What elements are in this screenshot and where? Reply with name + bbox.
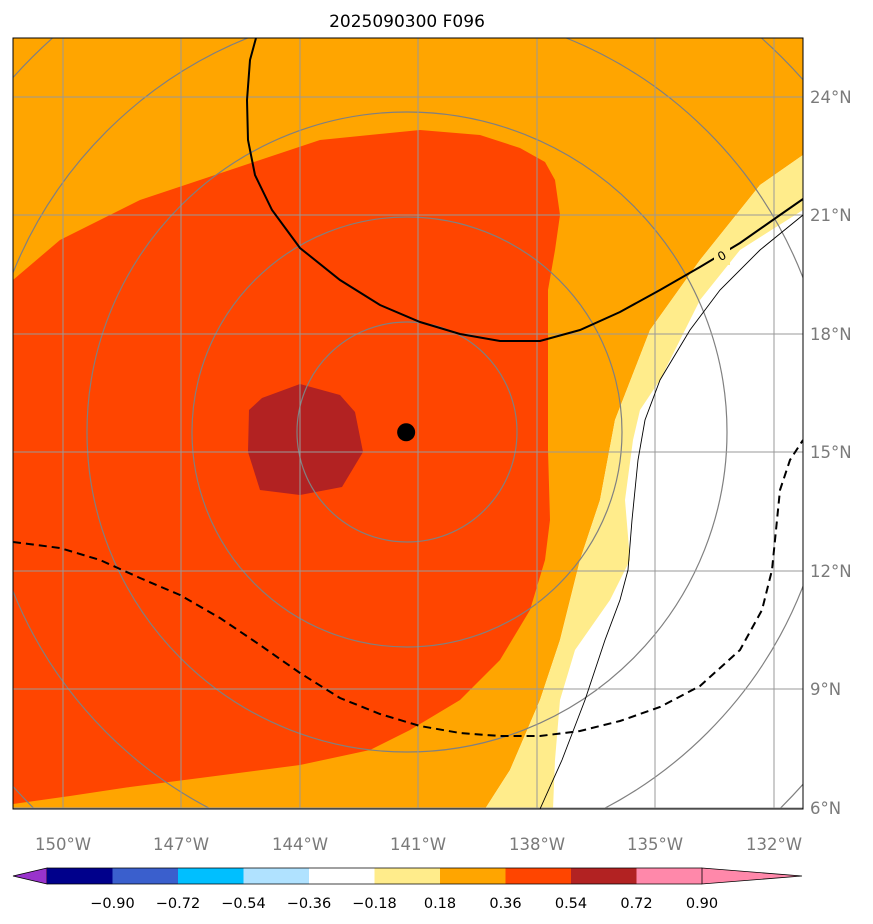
longitude-label: 147°W (153, 835, 209, 854)
colorbar-segment (636, 868, 702, 884)
colorbar-under-triangle (12, 867, 48, 885)
latitude-label: 9°N (810, 680, 841, 699)
colorbar-tick-label: −0.90 (90, 896, 134, 912)
distance-ring-3 (86, 111, 728, 753)
dashed-contour-line (13, 439, 803, 737)
longitude-label: 141°W (390, 835, 446, 854)
colorbar-tick-label: 0.90 (686, 896, 718, 912)
colorbar-segment (571, 868, 637, 884)
distance-ring-2 (191, 216, 623, 648)
storm-center-marker (397, 423, 416, 442)
latitude-label: 6°N (810, 799, 841, 818)
colorbar-segment (374, 868, 440, 884)
colorbar-segment (178, 868, 244, 884)
latitude-label: 18°N (810, 325, 852, 344)
zero-contour-line (245, 38, 803, 342)
colorbar-segment (47, 868, 113, 884)
latitude-labels: 24°N 21°N 18°N 15°N 12°N 9°N 6°N (810, 88, 852, 818)
distance-ring-1 (296, 321, 518, 543)
colorbar-segment (309, 868, 375, 884)
fill-level-0.36 (485, 155, 803, 809)
colorbar-segment (505, 868, 571, 884)
latitude-label: 12°N (810, 562, 852, 581)
fill-level-0.90 (248, 384, 363, 495)
colorbar-tick-label: 0.54 (555, 896, 587, 912)
colorbar-segment (440, 868, 506, 884)
longitude-label: 150°W (35, 835, 91, 854)
longitude-label: 138°W (509, 835, 565, 854)
colorbar-tick-label: −0.54 (221, 896, 265, 912)
contour-zero-label: 0 (714, 247, 730, 265)
colorbar-tick-label: −0.72 (156, 896, 200, 912)
thin-contour-line (539, 214, 803, 809)
colorbar: −0.90 −0.72 −0.54 −0.36 −0.18 0.18 0.36 … (12, 867, 803, 912)
colorbar-tick-label: 0.72 (620, 896, 652, 912)
longitude-label: 132°W (746, 835, 802, 854)
colorbar-tick-label: 0.36 (489, 896, 521, 912)
longitude-labels: 150°W 147°W 144°W 141°W 138°W 135°W 132°… (35, 835, 802, 854)
graticule (13, 38, 803, 809)
latitude-label: 24°N (810, 88, 852, 107)
longitude-label: 135°W (627, 835, 683, 854)
colorbar-segment (112, 868, 178, 884)
colorbar-over-triangle (701, 867, 803, 885)
colorbar-tick-label: −0.18 (352, 896, 396, 912)
map-title: 2025090300 F096 (329, 12, 485, 32)
colorbar-tick-label: 0.18 (424, 896, 456, 912)
colorbar-tick-label: −0.36 (287, 896, 331, 912)
longitude-label: 144°W (272, 835, 328, 854)
map-frame (12, 37, 804, 810)
latitude-label: 21°N (810, 206, 852, 225)
latitude-label: 15°N (810, 443, 852, 462)
colorbar-segment (243, 868, 309, 884)
